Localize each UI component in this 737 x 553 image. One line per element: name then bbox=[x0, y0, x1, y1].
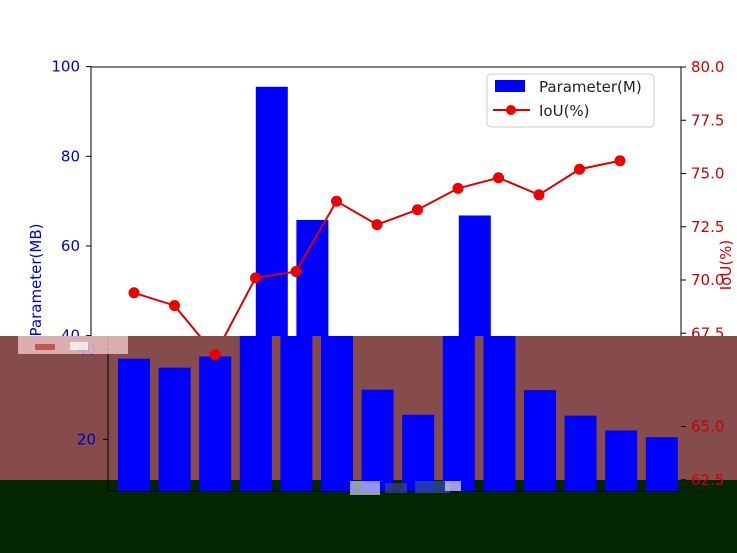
shifted-bar-2 bbox=[199, 356, 232, 491]
legend-label-iou: IoU(%) bbox=[539, 102, 590, 120]
iou-point-5 bbox=[331, 195, 342, 207]
right-tick-label-4: 72.5 bbox=[691, 218, 724, 236]
shifted-bar-8 bbox=[442, 336, 475, 491]
legend-bar-swatch bbox=[495, 80, 525, 92]
shifted-bar-3 bbox=[239, 336, 272, 491]
shifted-left-tick-label-0: 20 bbox=[77, 430, 96, 448]
shifted-bar-13 bbox=[645, 437, 678, 491]
shifted-plot-copy: 204062.565.0 bbox=[77, 336, 724, 492]
iou-point-10 bbox=[533, 189, 545, 201]
left-axis-label: Parameter(MB) bbox=[27, 224, 45, 337]
glitch-overlay: 204062.565.0 bbox=[0, 336, 737, 553]
right-tick-label-3: 70.0 bbox=[691, 271, 724, 289]
shifted-bar-9 bbox=[483, 336, 516, 491]
iou-point-0 bbox=[128, 287, 140, 299]
shifted-bar-0 bbox=[118, 358, 150, 491]
right-axis-label: IoU(%) bbox=[717, 240, 735, 291]
shifted-right-tick-label-0: 62.5 bbox=[691, 471, 724, 489]
right-tick-label-6: 77.5 bbox=[691, 111, 724, 129]
shifted-bar-5 bbox=[321, 336, 353, 491]
iou-point-11 bbox=[574, 163, 585, 175]
left-tick-label-2: 60 bbox=[61, 237, 80, 255]
shifted-bar-10 bbox=[524, 390, 556, 491]
iou-point-6 bbox=[371, 219, 383, 231]
shifted-bar-1 bbox=[158, 367, 191, 491]
shifted-point-2 bbox=[209, 349, 221, 361]
left-tick-label-3: 80 bbox=[61, 147, 80, 165]
shifted-bar-11 bbox=[564, 415, 597, 491]
iou-point-7 bbox=[412, 204, 423, 216]
shifted-bar-12 bbox=[605, 430, 638, 491]
iou-point-1 bbox=[169, 300, 180, 312]
legend-label-parameter: Parameter(M) bbox=[539, 78, 642, 96]
shifted-right-tick-label-1: 65.0 bbox=[691, 418, 724, 436]
left-tick-label-4: 100 bbox=[51, 58, 80, 76]
shifted-bar-7 bbox=[402, 414, 435, 491]
iou-point-9 bbox=[493, 172, 504, 184]
legend-marker-swatch bbox=[506, 105, 516, 115]
legend: Parameter(M) IoU(%) bbox=[486, 73, 655, 128]
iou-point-8 bbox=[452, 182, 464, 194]
shifted-bar-6 bbox=[361, 389, 394, 491]
shifted-bar-4 bbox=[280, 336, 313, 491]
right-tick-label-7: 80.0 bbox=[691, 58, 724, 76]
glitch-noise bbox=[18, 336, 461, 495]
iou-point-3 bbox=[250, 272, 261, 284]
iou-point-4 bbox=[290, 265, 302, 277]
legend-box bbox=[486, 73, 655, 128]
iou-point-12 bbox=[614, 155, 626, 167]
right-tick-label-5: 75.0 bbox=[691, 165, 724, 183]
